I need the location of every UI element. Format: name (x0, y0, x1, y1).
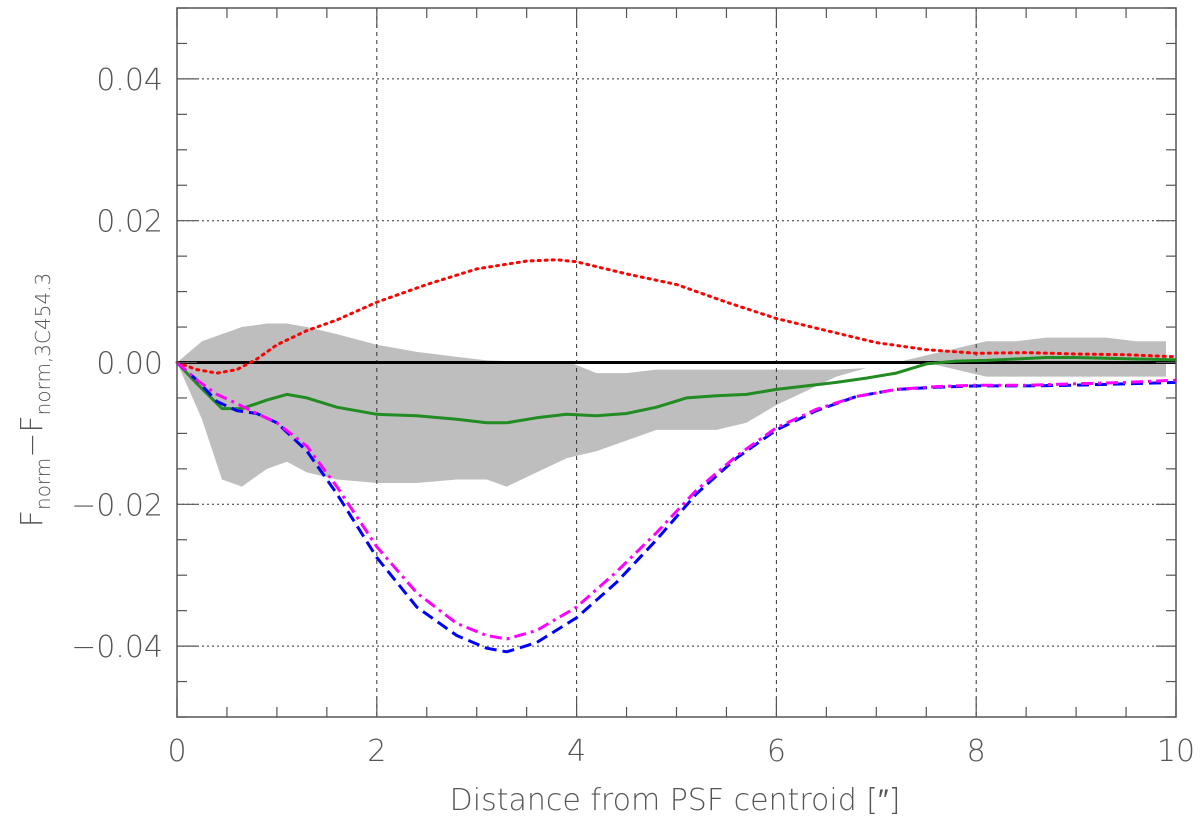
x-axis-label: Distance from PSF centroid [″] (450, 783, 901, 818)
y-axis-label-sub1: norm (31, 458, 55, 510)
y-axis-label-mid: −F (15, 415, 50, 457)
series-line-2 (175, 356, 1177, 425)
uncertainty-band (177, 323, 1167, 487)
y-axis-label-main: F (15, 510, 50, 527)
y-tick-label: 0.04 (96, 63, 163, 98)
y-axis-label: Fnorm−Fnorm,3C454.3 (15, 273, 55, 528)
y-tick-label: −0.04 (71, 630, 163, 665)
series-line-1 (175, 258, 1178, 375)
x-tick-label: 8 (967, 734, 986, 769)
x-tick-label: 6 (767, 734, 786, 769)
x-tick-label: 10 (1157, 734, 1195, 769)
x-tick-label: 4 (567, 734, 586, 769)
x-tick-label: 0 (167, 734, 186, 769)
series-line-4 (176, 361, 1177, 641)
uncertainty-band-layer (177, 323, 1167, 487)
x-tick-label: 2 (367, 734, 386, 769)
y-tick-label: 0.00 (96, 347, 163, 382)
y-axis-label-sub2: norm,3C454.3 (31, 273, 55, 416)
y-tick-label: 0.02 (96, 205, 163, 240)
tick-layer (176, 7, 1177, 718)
y-tick-label: −0.02 (71, 488, 163, 523)
tick-label-layer: 0 2 4 6 8 10 −0.04 −0.02 0.00 0.02 0.04 (71, 63, 1195, 769)
series-layer (175, 258, 1178, 654)
